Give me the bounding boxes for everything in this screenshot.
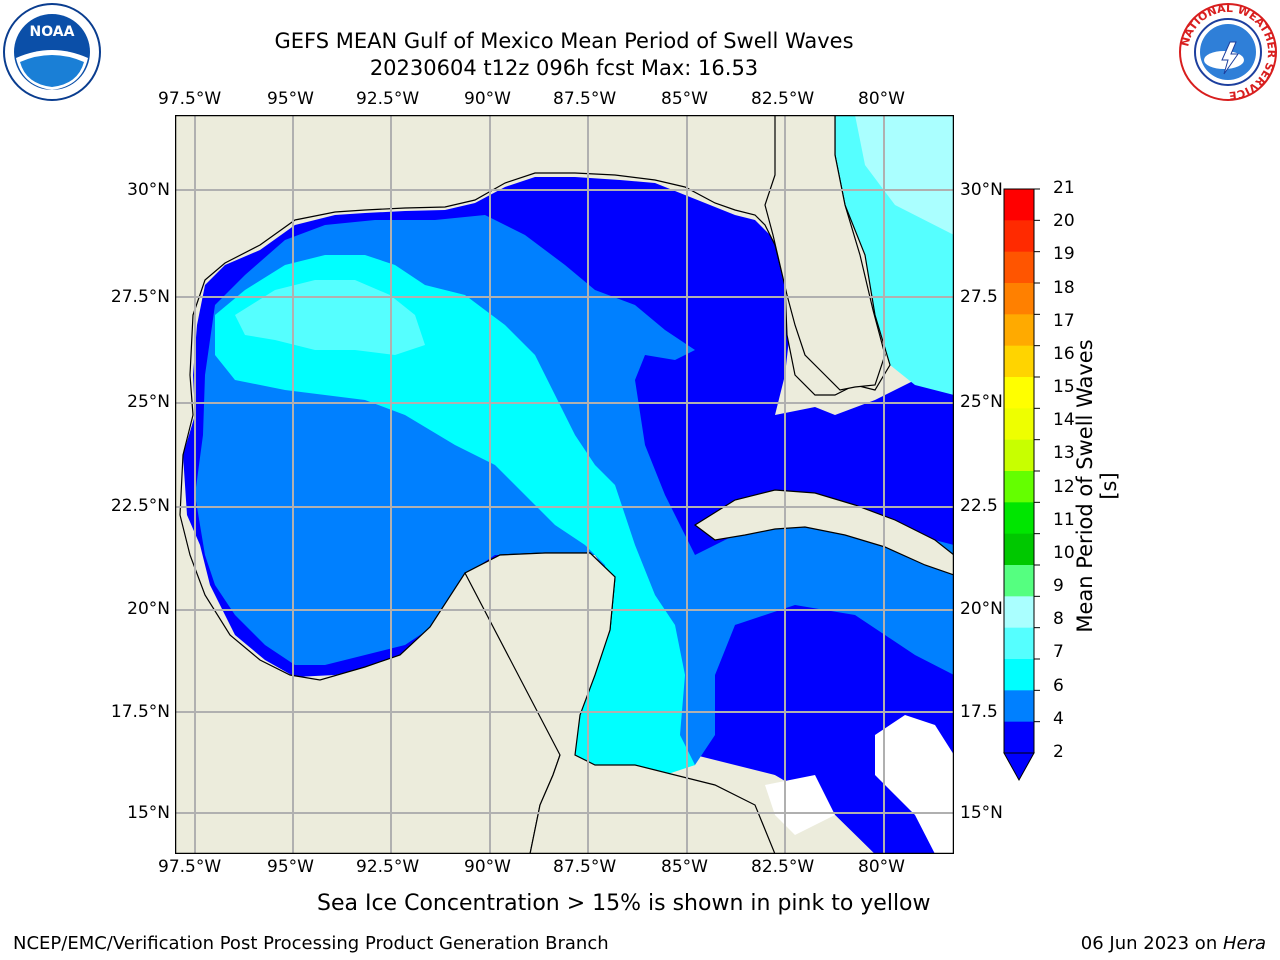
lat-tick-left: 27.5°N <box>110 287 170 307</box>
cuba-island <box>693 489 954 576</box>
lon-tick-bottom: 95°W <box>267 857 314 877</box>
colorbar-swatch <box>1004 721 1034 754</box>
colorbar <box>1003 188 1040 782</box>
noaa-logo-text: NOAA <box>30 24 75 40</box>
colorbar-swatch <box>1004 283 1034 315</box>
lat-tick-right: 20°N <box>960 599 1003 619</box>
no-data-area-2 <box>765 775 835 835</box>
lat-tick-left: 17.5°N <box>110 702 170 722</box>
colorbar-tick-label: 18 <box>1053 277 1075 298</box>
colorbar-swatch <box>1004 502 1034 535</box>
footer-date: 06 Jun 2023 on Hera <box>1081 933 1266 954</box>
colorbar-frame <box>1003 188 1035 754</box>
colorbar-swatch <box>1004 251 1034 284</box>
lon-tick-top: 87.5°W <box>553 89 617 109</box>
colorbar-tick-label: 7 <box>1053 642 1064 663</box>
colorbar-swatch <box>1004 408 1034 441</box>
lon-tick-top: 85°W <box>661 89 708 109</box>
lon-tick-bottom: 90°W <box>464 857 511 877</box>
colorbar-tick-label: 19 <box>1053 244 1075 265</box>
footer-date-text: 06 Jun 2023 on <box>1080 933 1223 954</box>
lon-tick-bottom: 87.5°W <box>553 857 617 877</box>
colorbar-swatch <box>1004 439 1034 472</box>
lon-tick-bottom: 85°W <box>661 857 708 877</box>
colorbar-tick-label: 12 <box>1053 476 1075 497</box>
colorbar-swatch <box>1004 345 1034 378</box>
map-panel <box>175 115 954 854</box>
lon-tick-bottom: 97.5°W <box>158 857 222 877</box>
colorbar-swatches <box>1004 188 1040 754</box>
lat-tick-left: 30°N <box>127 180 170 200</box>
colorbar-tick-label: 8 <box>1053 609 1064 630</box>
colorbar-tick-label: 9 <box>1053 576 1064 597</box>
colorbar-swatch <box>1004 596 1034 629</box>
lon-tick-top: 95°W <box>267 89 314 109</box>
footer-credit: NCEP/EMC/Verification Post Processing Pr… <box>13 933 609 954</box>
colorbar-tick-label: 2 <box>1053 742 1064 762</box>
colorbar-tick-label: 15 <box>1053 377 1075 398</box>
lat-tick-left: 25°N <box>127 392 170 412</box>
lon-tick-bottom: 80°W <box>858 857 905 877</box>
colorbar-tick-label: 16 <box>1053 343 1075 364</box>
lat-tick-left: 20°N <box>127 599 170 619</box>
colorbar-swatch <box>1004 565 1034 597</box>
lat-tick-right: 22.5 <box>960 496 998 516</box>
lon-tick-bottom: 92.5°W <box>356 857 420 877</box>
gulf-water-light <box>215 255 695 775</box>
lat-tick-right: 30°N <box>960 180 1003 200</box>
colorbar-extend-arrow <box>1003 752 1035 782</box>
footer-host: Hera <box>1222 933 1266 954</box>
colorbar-label: Mean Period of Swell Waves [s] <box>1073 339 1121 633</box>
colorbar-swatch <box>1004 627 1034 660</box>
colorbar-swatch <box>1004 533 1034 566</box>
colorbar-tick-label: 21 <box>1053 178 1075 198</box>
colorbar-tick-label: 11 <box>1053 509 1075 530</box>
colorbar-swatch <box>1004 659 1034 691</box>
colorbar-swatch <box>1004 314 1034 347</box>
lon-tick-top: 92.5°W <box>356 89 420 109</box>
colorbar-tick-label: 17 <box>1053 310 1075 331</box>
colorbar-swatch <box>1004 690 1034 723</box>
colorbar-tick-label: 20 <box>1053 211 1075 232</box>
lon-tick-top: 90°W <box>464 89 511 109</box>
noaa-logo: NOAA <box>3 3 101 101</box>
nws-logo: NATIONAL WEATHER SERVICE <box>1178 2 1278 102</box>
colorbar-tick-label: 14 <box>1053 410 1075 431</box>
gulf-water-pale <box>235 280 425 355</box>
map-grid <box>175 115 954 854</box>
colorbar-tick-label: 4 <box>1053 708 1064 729</box>
colorbar-tick-label: 6 <box>1053 675 1064 696</box>
lon-tick-top: 82.5°W <box>751 89 815 109</box>
map-subtitle: 20230604 t12z 096h fcst Max: 16.53 <box>369 56 759 80</box>
lon-tick-top: 97.5°W <box>158 89 222 109</box>
lat-tick-right: 17.5 <box>960 702 998 722</box>
map-title: GEFS MEAN Gulf of Mexico Mean Period of … <box>274 29 854 53</box>
colorbar-swatch <box>1004 471 1034 503</box>
no-data-area <box>875 715 954 854</box>
lat-tick-right: 27.5 <box>960 287 998 307</box>
atlantic-water-light <box>855 115 954 235</box>
colorbar-swatch <box>1004 377 1034 409</box>
florida-peninsula <box>764 115 886 391</box>
lat-tick-left: 22.5°N <box>110 496 170 516</box>
colorbar-swatch <box>1004 189 1034 221</box>
lat-tick-right: 15°N <box>960 803 1003 823</box>
colorbar-tick-label: 13 <box>1053 443 1075 464</box>
colorbar-swatch <box>1004 220 1034 253</box>
lon-tick-bottom: 82.5°W <box>751 857 815 877</box>
lat-tick-left: 15°N <box>127 803 170 823</box>
colorbar-tick-label: 10 <box>1053 542 1075 563</box>
map-frame <box>175 115 954 854</box>
lon-tick-top: 80°W <box>858 89 905 109</box>
lat-tick-right: 25°N <box>960 392 1003 412</box>
sea-ice-note: Sea Ice Concentration > 15% is shown in … <box>317 891 931 916</box>
